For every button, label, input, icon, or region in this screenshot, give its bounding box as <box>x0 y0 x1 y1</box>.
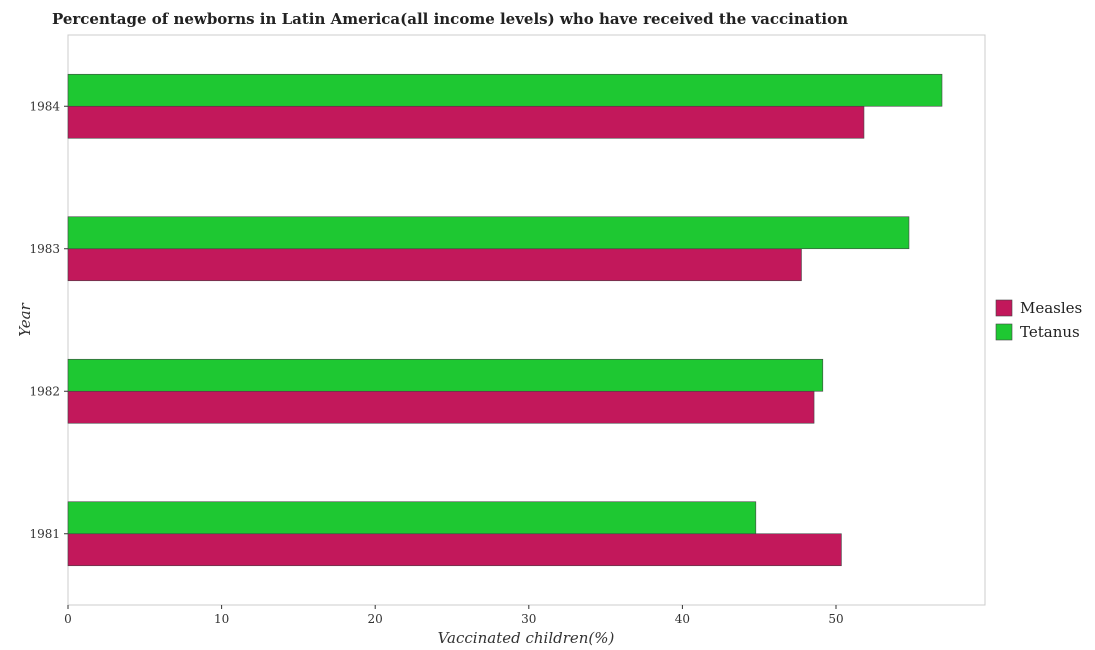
legend: Measles Tetanus <box>995 299 1082 341</box>
x-tick-label: 40 <box>675 612 690 626</box>
bars-group <box>67 73 943 567</box>
y-tick-label: 1983 <box>29 242 60 256</box>
bar-tetanus-1982 <box>67 358 824 392</box>
bar-measles-1984 <box>67 105 865 139</box>
y-tick-label: 1982 <box>29 384 60 398</box>
bar-measles-1982 <box>67 390 815 424</box>
bar-measles-1981 <box>67 533 842 567</box>
x-axis-ticks: 0 10 20 30 40 50 <box>64 605 844 626</box>
bar-tetanus-1984 <box>67 73 943 107</box>
bar-tetanus-1981 <box>67 501 757 535</box>
x-axis-label: Vaccinated children(%) <box>438 629 615 647</box>
y-tick-label: 1981 <box>29 527 60 541</box>
bar-measles-1983 <box>67 248 802 282</box>
x-tick-label: 0 <box>64 612 72 626</box>
chart-title: Percentage of newborns in Latin America(… <box>52 10 848 28</box>
legend-label-tetanus: Tetanus <box>1020 323 1080 341</box>
y-axis-ticks: 1981 1982 1983 1984 <box>29 99 68 541</box>
x-tick-label: 10 <box>214 612 229 626</box>
y-axis-label: Year <box>16 302 34 336</box>
y-tick-label: 1984 <box>29 99 60 113</box>
legend-label-measles: Measles <box>1020 299 1082 317</box>
legend-swatch-measles <box>995 299 1013 317</box>
x-tick-label: 30 <box>521 612 536 626</box>
x-tick-label: 20 <box>368 612 383 626</box>
x-tick-label: 50 <box>828 612 843 626</box>
bar-tetanus-1983 <box>67 216 910 250</box>
legend-swatch-tetanus <box>995 323 1013 341</box>
